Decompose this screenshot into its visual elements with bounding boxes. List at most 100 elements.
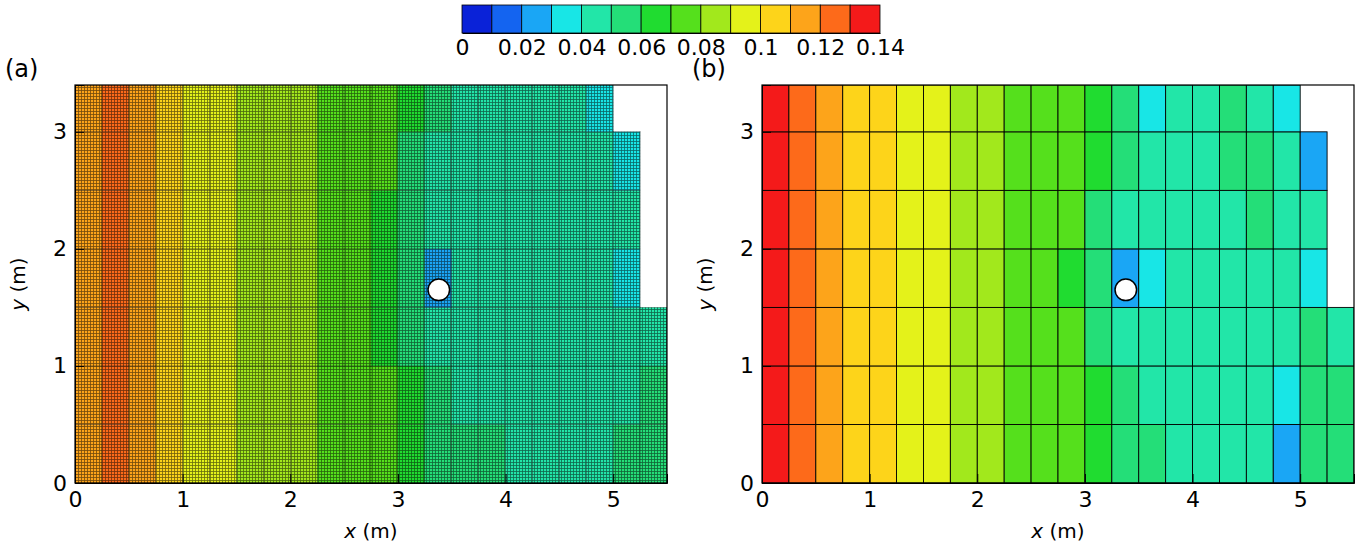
mesh-overlay xyxy=(290,307,317,366)
cell xyxy=(1300,424,1327,483)
cell xyxy=(923,307,950,366)
cell xyxy=(129,249,156,308)
panel: 0123450123x (m)y (m)(b) xyxy=(692,55,1355,543)
cell xyxy=(1193,190,1220,249)
cell xyxy=(1031,307,1058,366)
mesh-overlay xyxy=(102,249,129,308)
plot-frame xyxy=(762,85,1354,483)
cell xyxy=(1193,366,1220,425)
cell xyxy=(1058,307,1085,366)
colorbar-bin xyxy=(522,5,552,33)
mesh-overlay xyxy=(183,249,210,308)
x-tick-label: 4 xyxy=(499,487,513,512)
cell xyxy=(816,190,843,249)
cell xyxy=(156,366,183,425)
cell xyxy=(613,424,640,483)
mesh-overlay xyxy=(479,424,506,483)
cell xyxy=(1273,249,1300,308)
cell xyxy=(210,249,237,308)
x-tick: 3 xyxy=(391,474,405,512)
cell xyxy=(371,424,398,483)
cell xyxy=(452,132,479,191)
cell xyxy=(1031,366,1058,425)
cell xyxy=(210,307,237,366)
mesh-overlay xyxy=(506,85,533,132)
y-tick: 1 xyxy=(53,353,84,378)
cell xyxy=(129,307,156,366)
mesh-overlay xyxy=(452,190,479,249)
mesh-overlay xyxy=(613,307,640,366)
cell xyxy=(897,249,924,308)
cell xyxy=(1085,424,1112,483)
cell xyxy=(236,132,263,191)
cell xyxy=(559,366,586,425)
mesh-overlay xyxy=(75,85,102,132)
cell xyxy=(129,132,156,191)
mesh-overlay xyxy=(559,132,586,191)
mesh-overlay xyxy=(425,366,452,425)
cell xyxy=(1139,132,1166,191)
cell xyxy=(789,366,816,425)
cell xyxy=(1031,85,1058,132)
cell xyxy=(344,190,371,249)
cell xyxy=(452,85,479,132)
cell xyxy=(290,307,317,366)
cell xyxy=(950,85,977,132)
mesh-overlay xyxy=(640,307,667,366)
mesh-overlay xyxy=(210,190,237,249)
x-tick-mark xyxy=(977,474,978,483)
mesh-overlay xyxy=(425,190,452,249)
cell xyxy=(789,132,816,191)
cell xyxy=(1058,85,1085,132)
mesh-overlay xyxy=(586,366,613,425)
cell xyxy=(102,190,129,249)
x-tick-mark xyxy=(1193,474,1194,483)
cell xyxy=(816,249,843,308)
panel-label: (a) xyxy=(5,55,38,83)
y-tick-label: 0 xyxy=(740,471,754,496)
y-tick: 1 xyxy=(740,353,771,378)
cell xyxy=(789,424,816,483)
cell xyxy=(950,249,977,308)
cell xyxy=(452,249,479,308)
cell xyxy=(183,132,210,191)
x-tick-label: 4 xyxy=(1186,487,1200,512)
cell xyxy=(1085,190,1112,249)
cell xyxy=(425,366,452,425)
colorbar-bin xyxy=(761,5,791,33)
mesh-overlay xyxy=(290,190,317,249)
cell xyxy=(75,190,102,249)
mesh-overlay xyxy=(371,132,398,191)
colorbar-tick-label: 0 xyxy=(456,35,470,60)
cell xyxy=(870,366,897,425)
y-tick-mark xyxy=(762,366,771,367)
y-tick-mark xyxy=(762,249,771,250)
cell xyxy=(425,249,452,308)
mesh-overlay xyxy=(129,190,156,249)
mesh-overlay xyxy=(398,307,425,366)
cell xyxy=(183,249,210,308)
mesh-overlay xyxy=(263,366,290,425)
cell xyxy=(290,85,317,132)
cell xyxy=(923,249,950,308)
cell xyxy=(479,307,506,366)
y-tick: 2 xyxy=(740,236,771,261)
colorbar-tick: 0.1 xyxy=(744,33,779,60)
cell xyxy=(290,424,317,483)
mesh-overlay xyxy=(129,366,156,425)
x-tick: 1 xyxy=(863,474,877,512)
mesh-overlay xyxy=(236,249,263,308)
cell xyxy=(75,307,102,366)
cell xyxy=(897,366,924,425)
mesh-overlay xyxy=(344,85,371,132)
mesh-overlay xyxy=(559,307,586,366)
colorbar-bin xyxy=(790,5,820,33)
mesh-overlay xyxy=(236,366,263,425)
cell xyxy=(762,307,789,366)
mesh-overlay xyxy=(156,307,183,366)
cell xyxy=(843,366,870,425)
cell xyxy=(263,249,290,308)
cell xyxy=(1085,249,1112,308)
mesh-overlay xyxy=(183,132,210,191)
colorbar-bin xyxy=(671,5,701,33)
